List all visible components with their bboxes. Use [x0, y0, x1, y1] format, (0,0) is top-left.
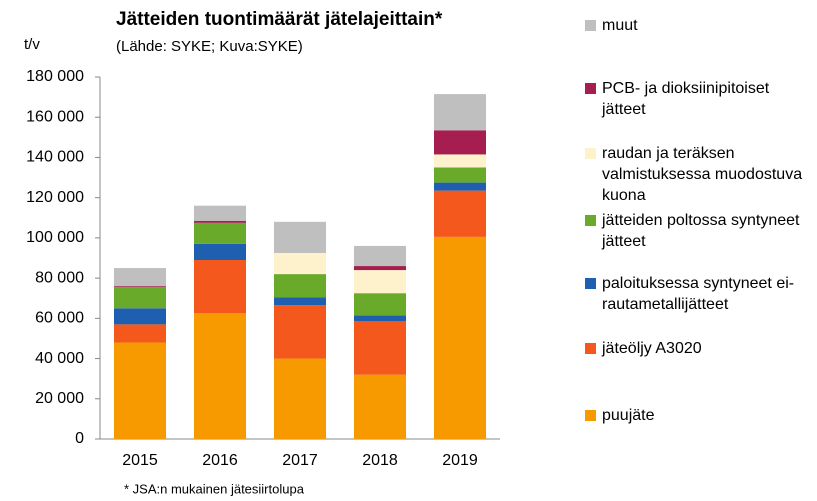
- bar-segment: [354, 321, 406, 375]
- bar-segment: [354, 245, 406, 267]
- y-tick-label: 80 000: [35, 269, 84, 286]
- y-tick-label: 120 000: [26, 189, 84, 206]
- legend-swatch: [585, 410, 596, 421]
- bar-segment: [194, 220, 246, 223]
- legend-swatch: [585, 215, 596, 226]
- bar-segment: [114, 287, 166, 309]
- bar-segment: [434, 182, 486, 191]
- y-tick-label: 180 000: [26, 68, 84, 85]
- chart-title: Jätteiden tuontimäärät jätelajeittain*: [116, 9, 443, 30]
- bar-segment: [274, 305, 326, 359]
- bar-segment: [354, 270, 406, 294]
- legend-label: raudan ja teräksen valmistuksessa muodos…: [602, 145, 803, 204]
- bar-segment: [434, 190, 486, 237]
- legend-swatch: [585, 20, 596, 31]
- legend-swatch: [585, 278, 596, 289]
- bar-segment: [274, 274, 326, 298]
- bar-segment: [434, 94, 486, 131]
- x-tick-label: 2017: [282, 452, 318, 469]
- bar-segment: [274, 252, 326, 275]
- bar-segment: [114, 324, 166, 343]
- y-tick-label: 160 000: [26, 108, 84, 125]
- bar-segment: [354, 374, 406, 439]
- bar-segment: [434, 130, 486, 155]
- bar-segment: [114, 308, 166, 325]
- legend-label: PCB- ja dioksiinipitoiset jätteet: [602, 80, 770, 118]
- chart-subtitle: (Lähde: SYKE; Kuva:SYKE): [116, 38, 303, 55]
- y-tick-label: 60 000: [35, 310, 84, 327]
- bar-segment: [114, 268, 166, 287]
- bar-segment: [194, 260, 246, 314]
- bar-segment: [194, 205, 246, 221]
- y-axis-label: t/v: [24, 36, 40, 53]
- bar-segment: [194, 313, 246, 439]
- bar-segment: [434, 236, 486, 439]
- legend-label: jäteöljy A3020: [602, 340, 702, 357]
- bar-segment: [274, 221, 326, 253]
- x-tick-label: 2018: [362, 452, 398, 469]
- legend-swatch: [585, 148, 596, 159]
- x-tick-label: 2015: [122, 452, 158, 469]
- y-tick-label: 100 000: [26, 229, 84, 246]
- bar-segment: [434, 154, 486, 168]
- y-tick-label: 140 000: [26, 149, 84, 166]
- bar-segment: [274, 358, 326, 439]
- legend-label: paloituksessa syntyneet ei-rautametallij…: [602, 275, 795, 313]
- legend-swatch: [585, 83, 596, 94]
- legend-swatch: [585, 343, 596, 354]
- legend-label: muut: [602, 17, 638, 34]
- bar-segment: [194, 222, 246, 244]
- legend-label: puujäte: [602, 407, 655, 424]
- y-tick-label: 40 000: [35, 350, 84, 367]
- legend-label: jätteiden poltossa syntyneet jätteet: [602, 212, 800, 250]
- bar-segment: [354, 315, 406, 322]
- bar-segment: [114, 286, 166, 288]
- bar-segment: [434, 167, 486, 183]
- footnote: * JSA:n mukainen jätesiirtolupa: [124, 481, 305, 496]
- y-tick-label: 0: [75, 430, 84, 447]
- x-tick-label: 2019: [442, 452, 478, 469]
- bar-segment: [114, 342, 166, 439]
- x-tick-label: 2016: [202, 452, 238, 469]
- bar-segment: [354, 293, 406, 316]
- bar-segment: [194, 243, 246, 261]
- y-tick-label: 20 000: [35, 390, 84, 407]
- bar-segment: [354, 266, 406, 271]
- bar-segment: [274, 297, 326, 306]
